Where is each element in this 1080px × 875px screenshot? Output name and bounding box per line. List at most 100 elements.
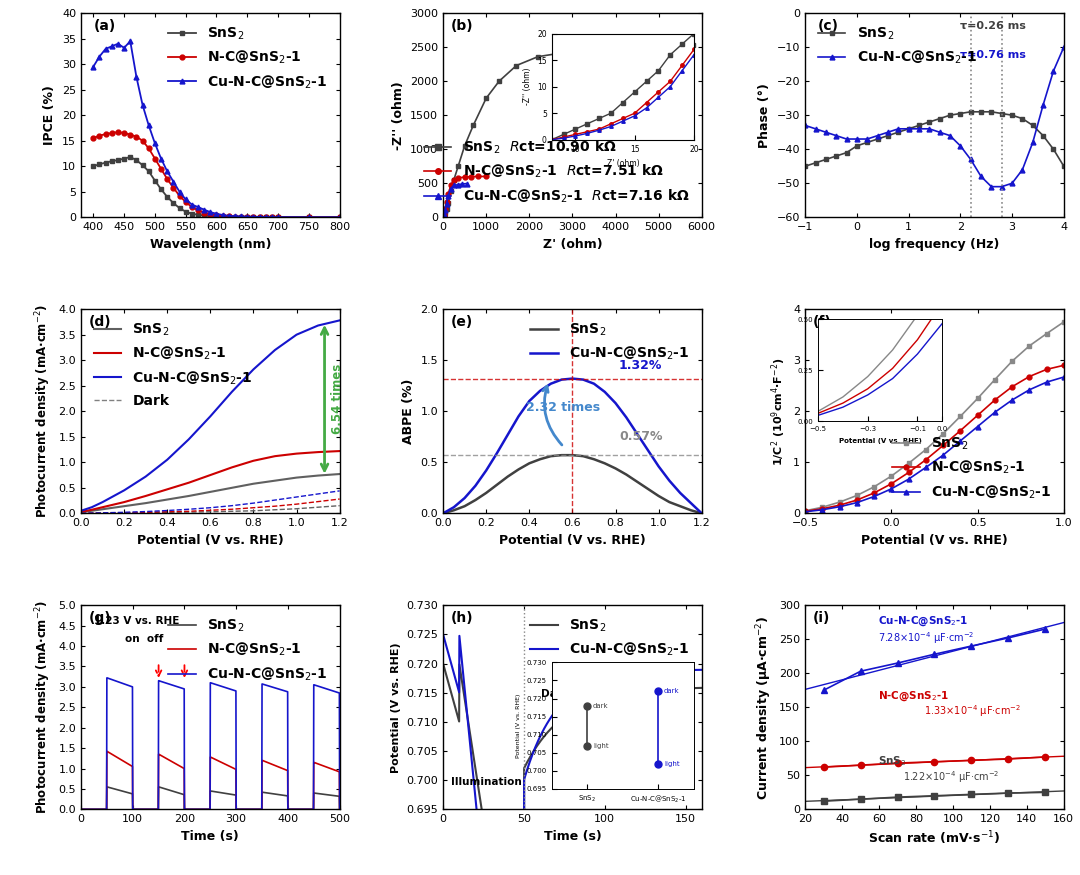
Cu-N-C@SnS$_2$-1 — [1057, 372, 1070, 382]
N-C@SnS$_2$-1 — [204, 209, 217, 220]
N-C@SnS$_2$-1 — [75, 804, 87, 815]
SnS$_2$ — [850, 490, 863, 500]
SnS$_2$ — [282, 804, 295, 815]
Cu-N-C@SnS$_2$-1 — [100, 804, 113, 815]
N-C@SnS$_2$-1 — [253, 212, 266, 222]
Cu-N-C@SnS$_2$-1  $R$ct=7.16 kΩ — [437, 212, 450, 222]
SnS$_2$ — [885, 471, 897, 481]
Cu-N-C@SnS$_2$-1 — [100, 804, 113, 815]
N-C@SnS$_2$-1 — [100, 804, 113, 815]
N-C@SnS$_2$-1  $R$ct=7.51 kΩ — [437, 212, 450, 222]
Text: 1.23 V vs. RHE: 1.23 V vs. RHE — [94, 616, 179, 626]
Cu-N-C@SnS$_2$-1 — [179, 194, 192, 205]
X-axis label: Potential (V vs. RHE): Potential (V vs. RHE) — [499, 534, 646, 547]
Cu-N-C@SnS$_2$-1 — [203, 804, 216, 815]
Line: Cu-N-C@SnS$_2$-1  $R$ct=7.16 kΩ: Cu-N-C@SnS$_2$-1 $R$ct=7.16 kΩ — [441, 181, 469, 220]
SnS$_2$ — [881, 130, 894, 141]
SnS$_2$ — [436, 508, 449, 519]
Cu-N-C@SnS$_2$-1 — [642, 444, 654, 455]
Cu-N-C@SnS$_2$-1 — [1026, 137, 1039, 148]
SnS$_2$ — [259, 212, 272, 222]
Cu-N-C@SnS$_2$-1 — [148, 138, 161, 149]
SnS$_2$ — [480, 487, 492, 498]
Cu-N-C@SnS$_2$-1 — [255, 804, 268, 815]
Text: (b): (b) — [450, 19, 473, 33]
Cu-N-C@SnS$_2$-1 — [696, 508, 708, 519]
N-C@SnS$_2$-1 — [222, 211, 235, 221]
SnS$_2$ — [447, 505, 460, 515]
Cu-N-C@SnS$_2$-1 — [833, 501, 846, 512]
N-C@SnS$_2$-1 — [139, 491, 152, 501]
Cu-N-C@SnS$_2$-1 — [307, 804, 320, 815]
N-C@SnS$_2$-1  $R$ct=7.51 kΩ — [437, 212, 450, 222]
SnS$_2$ — [551, 718, 564, 728]
SnS$_2$ — [204, 211, 217, 221]
Cu-N-C@SnS$_2$-1 — [269, 345, 282, 355]
SnS$_2$ — [902, 458, 915, 469]
Y-axis label: Phase (°): Phase (°) — [758, 83, 771, 148]
Cu-N-C@SnS$_2$-1 — [523, 396, 536, 406]
Cu-N-C@SnS$_2$-1 — [100, 673, 113, 683]
Cu-N-C@SnS$_2$-1 — [247, 212, 260, 222]
Text: Dark: Dark — [541, 690, 569, 699]
SnS$_2$  $R$ct=10.90 kΩ — [440, 204, 453, 214]
Cu-N-C@SnS$_2$-1 — [333, 804, 346, 815]
SnS$_2$ — [333, 804, 346, 815]
SnS$_2$ — [256, 787, 269, 797]
Cu-N-C@SnS$_2$-1 — [126, 804, 139, 815]
N-C@SnS$_2$-1 — [333, 804, 346, 815]
Cu-N-C@SnS$_2$-1 — [161, 454, 174, 465]
Legend: SnS$_2$, Cu-N-C@SnS$_2$-1: SnS$_2$, Cu-N-C@SnS$_2$-1 — [525, 316, 694, 368]
SnS$_2$  $R$ct=10.90 kΩ — [438, 208, 451, 219]
Line: SnS$_2$: SnS$_2$ — [802, 109, 1066, 169]
N-C@SnS$_2$-1 — [1005, 382, 1018, 392]
Cu-N-C@SnS$_2$-1  $R$ct=7.16 kΩ — [447, 180, 460, 191]
N-C@SnS$_2$-1 — [902, 467, 915, 478]
SnS$_2$ — [644, 685, 657, 696]
SnS$_2$ — [183, 491, 195, 501]
Cu-N-C@SnS$_2$-1 — [333, 315, 346, 326]
N-C@SnS$_2$-1 — [1023, 371, 1036, 382]
Cu-N-C@SnS$_2$-1 — [919, 462, 932, 472]
SnS$_2$  $R$ct=10.90 kΩ — [674, 40, 687, 51]
N-C@SnS$_2$-1 — [161, 484, 174, 494]
N-C@SnS$_2$-1 — [126, 761, 139, 772]
SnS$_2$ — [436, 658, 449, 668]
Line: N-C@SnS$_2$-1: N-C@SnS$_2$-1 — [81, 452, 339, 512]
Cu-N-C@SnS$_2$-1 — [118, 485, 131, 495]
Text: (a): (a) — [94, 19, 117, 33]
SnS$_2$ — [588, 454, 600, 465]
Cu-N-C@SnS$_2$-1 — [631, 429, 644, 439]
N-C@SnS$_2$-1 — [148, 153, 161, 164]
Cu-N-C@SnS$_2$-1  $R$ct=7.16 kΩ — [437, 212, 450, 222]
SnS$_2$ — [161, 494, 174, 505]
SnS$_2$ — [936, 429, 949, 439]
SnS$_2$ — [922, 116, 935, 127]
SnS$_2$ — [255, 804, 268, 815]
SnS$_2$ — [1005, 356, 1018, 367]
Line: SnS$_2$: SnS$_2$ — [91, 155, 342, 220]
Cu-N-C@SnS$_2$-1 — [139, 472, 152, 482]
Cu-N-C@SnS$_2$-1 — [534, 386, 546, 396]
N-C@SnS$_2$-1 — [919, 454, 932, 465]
SnS$_2$ — [512, 464, 525, 474]
Cu-N-C@SnS$_2$-1 — [840, 134, 853, 144]
SnS$_2$ — [555, 450, 568, 460]
Cu-N-C@SnS$_2$-1 — [685, 498, 698, 508]
N-C@SnS$_2$-1 — [247, 456, 260, 466]
SnS$_2$ — [577, 451, 590, 461]
SnS$_2$ — [234, 212, 247, 222]
Cu-N-C@SnS$_2$-1 — [861, 134, 874, 144]
N-C@SnS$_2$-1 — [850, 494, 863, 505]
SnS$_2$ — [615, 689, 627, 699]
SnS$_2$ — [463, 724, 476, 735]
N-C@SnS$_2$-1 — [118, 128, 131, 138]
Line: Cu-N-C@SnS$_2$-1: Cu-N-C@SnS$_2$-1 — [443, 379, 702, 514]
N-C@SnS$_2$-1 — [198, 207, 211, 218]
N-C@SnS$_2$-1  $R$ct=7.51 kΩ — [437, 211, 450, 221]
SnS$_2$ — [840, 147, 853, 158]
SnS$_2$ — [178, 804, 191, 815]
SnS$_2$ — [674, 500, 687, 511]
N-C@SnS$_2$-1 — [126, 804, 139, 815]
Cu-N-C@SnS$_2$-1 — [501, 430, 514, 440]
